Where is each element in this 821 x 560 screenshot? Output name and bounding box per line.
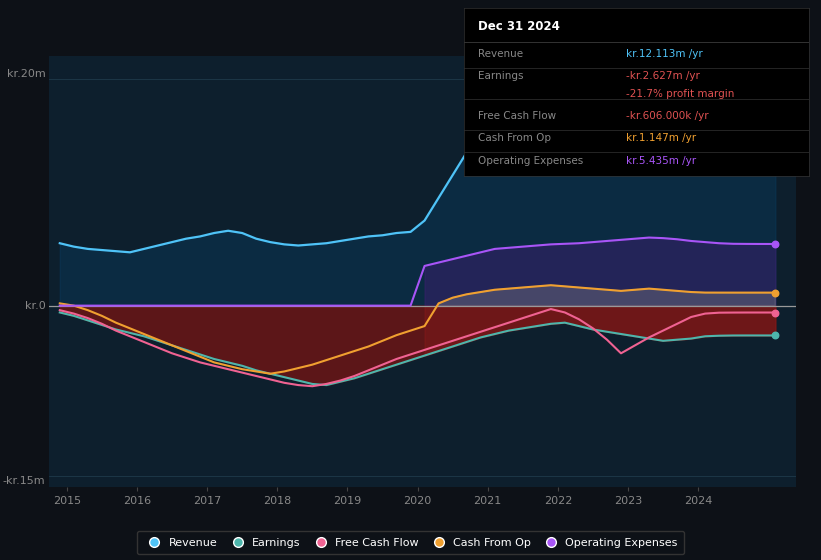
Point [768, 331, 782, 340]
Text: -kr.606.000k /yr: -kr.606.000k /yr [626, 111, 709, 121]
Text: Earnings: Earnings [478, 71, 523, 81]
Point [768, 164, 782, 172]
Text: kr.12.113m /yr: kr.12.113m /yr [626, 49, 703, 59]
Text: Revenue: Revenue [478, 49, 523, 59]
Text: Operating Expenses: Operating Expenses [478, 156, 583, 166]
Text: Dec 31 2024: Dec 31 2024 [478, 20, 560, 33]
Text: kr.20m: kr.20m [7, 69, 45, 79]
Text: -21.7% profit margin: -21.7% profit margin [626, 89, 734, 99]
Point [768, 240, 782, 249]
Point [768, 308, 782, 317]
Text: Free Cash Flow: Free Cash Flow [478, 111, 556, 121]
Text: Cash From Op: Cash From Op [478, 133, 551, 143]
Text: -kr.15m: -kr.15m [3, 476, 45, 486]
Text: kr.0: kr.0 [25, 301, 45, 311]
Text: kr.1.147m /yr: kr.1.147m /yr [626, 133, 696, 143]
Point [768, 288, 782, 297]
Legend: Revenue, Earnings, Free Cash Flow, Cash From Op, Operating Expenses: Revenue, Earnings, Free Cash Flow, Cash … [136, 531, 685, 554]
Text: kr.5.435m /yr: kr.5.435m /yr [626, 156, 696, 166]
Text: -kr.2.627m /yr: -kr.2.627m /yr [626, 71, 699, 81]
